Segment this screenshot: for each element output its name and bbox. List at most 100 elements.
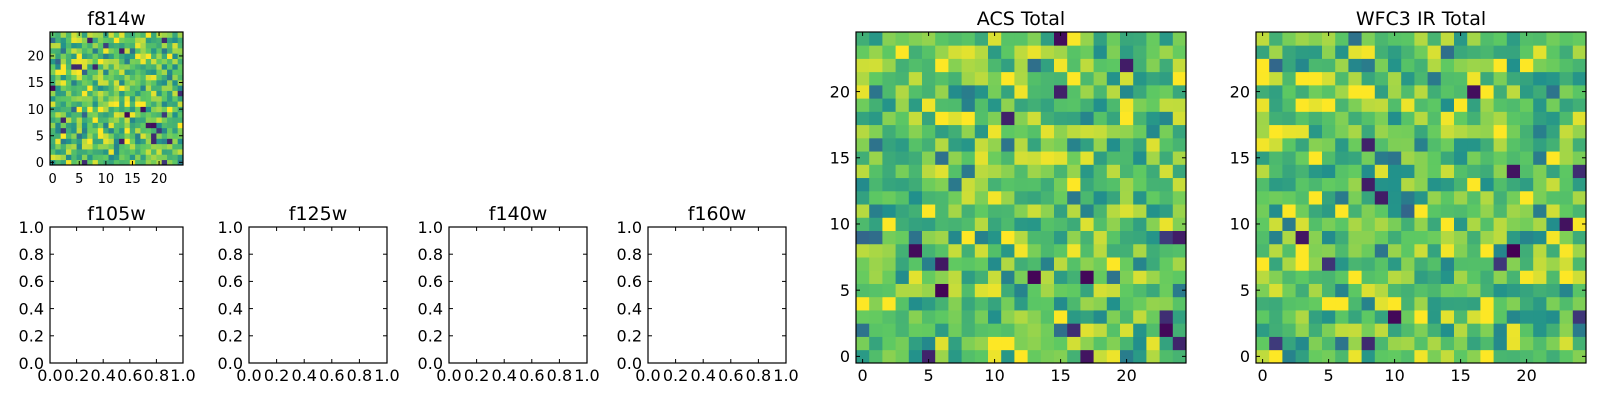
heatmap-cell xyxy=(1295,296,1310,311)
heatmap-cell xyxy=(869,124,883,139)
heatmap-cell xyxy=(908,111,923,126)
heatmap-cell xyxy=(869,151,883,165)
heatmap-cell xyxy=(172,159,179,166)
heatmap-cell xyxy=(882,58,896,73)
heatmap-cell xyxy=(974,270,989,284)
heatmap-cell xyxy=(1546,58,1560,73)
heatmap-cell xyxy=(895,32,910,46)
heatmap-cell xyxy=(1054,45,1068,59)
heatmap-cell xyxy=(1014,204,1028,218)
heatmap-cell xyxy=(922,217,936,231)
heatmap-cell xyxy=(922,190,936,205)
heatmap-cell xyxy=(948,111,962,126)
heatmap-cell xyxy=(108,154,115,161)
heatmap-cell xyxy=(1572,270,1587,284)
heatmap-cell xyxy=(81,53,88,59)
heatmap-cell xyxy=(1335,98,1349,112)
heatmap-cell xyxy=(1014,71,1028,86)
heatmap-cell xyxy=(1146,323,1160,337)
heatmap-cell xyxy=(1388,243,1402,258)
heatmap-cell xyxy=(1295,164,1310,179)
heatmap-cell xyxy=(156,127,163,134)
heatmap-cell xyxy=(1256,217,1270,231)
heatmap-cell xyxy=(55,106,62,113)
heatmap-cell xyxy=(856,336,870,351)
heatmap-cell xyxy=(1374,71,1389,86)
heatmap-cell xyxy=(71,117,77,123)
heatmap-cell xyxy=(895,45,910,59)
heatmap-cell xyxy=(1067,32,1081,46)
heatmap-cell xyxy=(1027,124,1042,139)
heatmap-cell xyxy=(167,127,173,134)
heatmap-cell xyxy=(1282,32,1296,46)
heatmap-cell xyxy=(76,154,83,161)
heatmap-cell xyxy=(1001,283,1015,298)
heatmap-cell xyxy=(1133,71,1147,86)
heatmap-cell xyxy=(55,117,62,123)
heatmap-cell xyxy=(1401,164,1415,179)
heatmap-cell xyxy=(145,143,152,150)
heatmap-cell xyxy=(97,85,104,91)
heatmap-cell xyxy=(1146,310,1160,324)
heatmap-cell xyxy=(1374,323,1389,337)
heatmap-cell xyxy=(55,32,62,38)
heatmap-cell xyxy=(908,336,923,351)
heatmap-cell xyxy=(135,149,141,155)
heatmap-cell xyxy=(151,32,157,38)
axes-frame xyxy=(49,31,184,166)
heatmap-cell xyxy=(1414,243,1428,258)
heatmap-cell xyxy=(1295,151,1310,165)
heatmap-cell xyxy=(1093,217,1108,231)
x-tick-label: 15 xyxy=(1450,366,1470,385)
heatmap-cell xyxy=(1027,177,1042,192)
heatmap-cell xyxy=(1159,190,1174,205)
heatmap-cell xyxy=(92,111,99,118)
heatmap-cell xyxy=(161,63,168,70)
heatmap-cell xyxy=(1080,204,1094,218)
heatmap-cell xyxy=(1335,204,1349,218)
heatmap-cell xyxy=(1295,336,1310,351)
heatmap-cell xyxy=(1054,84,1068,99)
heatmap-cell xyxy=(935,349,949,364)
heatmap-cell xyxy=(140,111,147,118)
heatmap-cell xyxy=(961,71,976,86)
heatmap-cell xyxy=(948,283,962,298)
heatmap-cell xyxy=(92,37,99,44)
heatmap-cell xyxy=(1027,71,1042,86)
heatmap-cell xyxy=(135,95,141,102)
heatmap-cell xyxy=(1001,230,1015,245)
heatmap-cell xyxy=(1546,137,1560,152)
heatmap-cell xyxy=(60,122,67,129)
heatmap-cell xyxy=(161,32,168,38)
heatmap-cell xyxy=(961,164,976,179)
heatmap-cell xyxy=(1414,58,1428,73)
heatmap-cell xyxy=(948,217,962,231)
heatmap-cell xyxy=(124,79,131,86)
heatmap-cell xyxy=(1093,243,1108,258)
heatmap-cell xyxy=(71,154,77,161)
heatmap-cell xyxy=(1027,257,1042,271)
heatmap-cell xyxy=(1506,177,1521,192)
heatmap-cell xyxy=(50,117,56,123)
heatmap-cell xyxy=(1146,71,1160,86)
y-tick-label: 20 xyxy=(27,50,44,65)
heatmap-cell xyxy=(135,143,141,150)
heatmap-cell xyxy=(1106,323,1121,337)
heatmap-cell xyxy=(1335,190,1349,205)
heatmap-cell xyxy=(1480,336,1494,351)
heatmap-cell xyxy=(1322,84,1336,99)
heatmap-cell xyxy=(119,117,125,123)
heatmap-cell xyxy=(1093,283,1108,298)
heatmap-cell xyxy=(1269,257,1283,271)
heatmap-cell xyxy=(1040,45,1055,59)
heatmap-cell xyxy=(71,111,77,118)
heatmap-cell xyxy=(1348,310,1362,324)
heatmap-cell xyxy=(1572,111,1587,126)
heatmap-cell xyxy=(1533,137,1547,152)
heatmap-cell xyxy=(1348,190,1362,205)
heatmap-cell xyxy=(55,79,62,86)
heatmap-cell xyxy=(1269,283,1283,298)
heatmap-cell xyxy=(1335,151,1349,165)
heatmap-cell xyxy=(140,106,147,113)
